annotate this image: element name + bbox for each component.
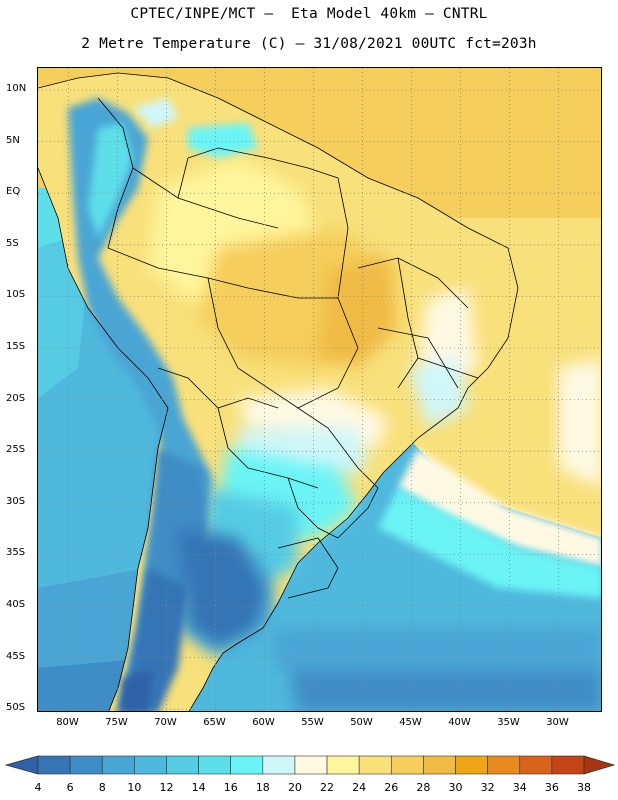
lat-label: 20S	[6, 392, 26, 404]
lat-label: 50S	[6, 702, 26, 714]
colorbar-label: 38	[577, 781, 591, 794]
temperature-colorbar	[4, 755, 616, 775]
colorbar-box	[551, 755, 585, 775]
colorbar-label: 32	[480, 781, 495, 794]
colorbar-label: 8	[98, 781, 106, 794]
colorbar-box	[101, 755, 135, 775]
colorbar-label: 24	[352, 781, 367, 794]
lat-label: 35S	[6, 547, 26, 559]
colorbar-label: 18	[255, 781, 270, 794]
lon-label: 45W	[399, 717, 422, 728]
colorbar-box	[166, 755, 199, 775]
lat-label: 10S	[6, 289, 26, 301]
colorbar-box	[487, 755, 521, 775]
lon-label: 55W	[301, 717, 324, 728]
colorbar-box	[37, 755, 71, 775]
lat-label: 40S	[6, 599, 26, 610]
colorbar-label: 16	[223, 781, 238, 794]
colorbar-box	[358, 755, 392, 775]
lat-label: 45S	[6, 650, 26, 662]
land-field	[38, 73, 518, 711]
colorbar-box	[69, 755, 103, 775]
colorbar-box	[230, 755, 264, 775]
colorbar-box	[455, 755, 488, 775]
colorbar-label: 26	[384, 781, 399, 794]
colorbar-label: 20	[287, 781, 302, 794]
colorbar-label: 10	[127, 781, 142, 794]
colorbar-box	[390, 755, 424, 775]
colorbar-box	[519, 755, 553, 775]
lon-label: 60W	[252, 717, 275, 728]
colorbar-label: 14	[191, 781, 206, 794]
colorbar-box	[134, 755, 167, 775]
lon-label: 30W	[546, 717, 569, 728]
lat-label: 5N	[6, 134, 20, 146]
lat-label: 5S	[6, 237, 19, 249]
lon-label: 75W	[105, 717, 128, 728]
lat-label: 25S	[6, 444, 26, 456]
colorbar-label: 34	[512, 781, 527, 794]
colorbar-label: 28	[416, 781, 431, 794]
colorbar-box	[262, 755, 296, 775]
colorbar-label: 36	[544, 781, 559, 794]
lat-label: 10N	[6, 83, 27, 94]
colorbar-label: 12	[159, 781, 174, 794]
colorbar-box	[198, 755, 232, 775]
map-title-line-2: 2 Metre Temperature (C) – 31/08/2021 00U…	[81, 36, 537, 52]
map-title-line-1: CPTEC/INPE/MCT – Eta Model 40km – CNTRL	[130, 6, 488, 22]
map-frame	[37, 67, 602, 712]
lon-label: 65W	[203, 717, 226, 728]
temperature-map	[38, 68, 601, 711]
lon-label: 40W	[448, 717, 471, 728]
colorbar-label: 6	[66, 781, 74, 794]
lon-label: 80W	[56, 717, 79, 728]
lat-label: EQ	[6, 186, 21, 198]
colorbar-box	[326, 755, 360, 775]
lat-label: 15S	[6, 341, 26, 352]
lon-label: 35W	[497, 717, 520, 728]
colorbar-arrow-min	[4, 755, 39, 775]
lon-label: 50W	[350, 717, 373, 728]
colorbar-label: 30	[448, 781, 463, 794]
country-borders	[38, 72, 519, 711]
colorbar-box	[423, 755, 456, 775]
colorbar-box	[294, 755, 328, 775]
colorbar-label: 4	[34, 781, 42, 794]
lon-label: 70W	[154, 717, 177, 728]
colorbar-arrow-max	[583, 755, 616, 775]
colorbar-label: 22	[320, 781, 335, 794]
lat-label: 30S	[6, 495, 26, 507]
